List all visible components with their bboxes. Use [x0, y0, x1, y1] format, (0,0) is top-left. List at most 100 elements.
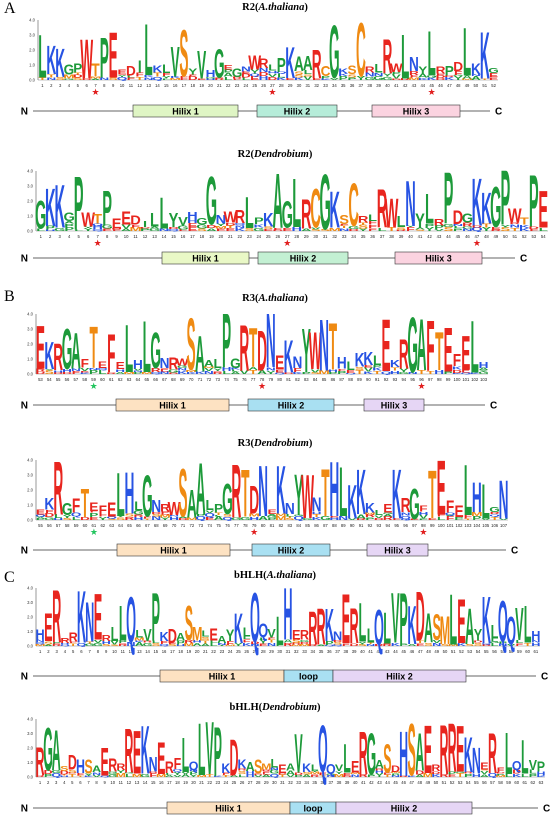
logo-letter: K [452, 366, 463, 371]
logo-letter: E [275, 369, 285, 373]
logo-letter: P [133, 372, 143, 375]
logo-letter: M [329, 227, 341, 232]
logo-letter: P [454, 517, 464, 519]
logo-letter-top: V [335, 764, 344, 774]
logo-position-label: 13 [135, 780, 140, 785]
logo-position-label: 92 [368, 523, 373, 528]
logo-letter-top: E [292, 627, 300, 643]
logo-y-tick: 4.0 [27, 586, 33, 591]
logo-letter-top: Q [512, 759, 522, 773]
logo-letter: A [258, 516, 269, 522]
logo-letter-top: L [214, 357, 222, 372]
logo-position-label: 60 [83, 523, 88, 528]
logo-letter: K [235, 227, 246, 232]
logo-letter-top: G [407, 301, 418, 389]
logo-letter: H [268, 70, 278, 74]
logo-y-tick: 2.0 [27, 746, 33, 751]
logo-letter-top: R [239, 312, 249, 385]
logo-position-label: 83 [287, 523, 292, 528]
logo-position-label: 41 [418, 234, 423, 239]
logo-letter: L [238, 774, 246, 778]
logo-letter-top: L [243, 625, 251, 640]
logo-letter: S [102, 644, 110, 647]
logo-position-label: 58 [498, 780, 503, 785]
logo-letter-top: N [472, 740, 481, 782]
logo-letter-top: T [91, 61, 99, 81]
logo-letter: P [119, 639, 128, 644]
logo-letter: A [115, 372, 125, 375]
logo-letter-top: K [234, 605, 243, 652]
logo-letter: D [415, 770, 424, 776]
logo-letter: S [333, 641, 341, 645]
logo-letter: L [539, 227, 548, 232]
logo-position-label: 69 [163, 523, 168, 528]
logo-letter-top: F [497, 767, 505, 775]
logo-letter: Q [168, 228, 179, 231]
logo-position-label: 94 [401, 377, 406, 382]
logo-letter: E [364, 365, 374, 369]
logo-letter-top: T [249, 316, 257, 379]
logo-letter-top: L [375, 509, 384, 517]
logo-letter: L [98, 370, 107, 376]
logo-letter: K [519, 224, 530, 229]
logo-letter: K [444, 77, 455, 82]
logo-y-tick: 1.0 [27, 760, 33, 765]
logo-letter: S [303, 771, 311, 775]
logo-letter-top: R [52, 575, 61, 659]
logo-letter: S [45, 370, 54, 375]
logo-letter: K [418, 77, 429, 80]
logo-position-label: 20 [195, 649, 200, 654]
logo-letter-top: W [248, 51, 261, 74]
logo-position-label: 35 [319, 649, 324, 654]
logo-letter: T [312, 514, 321, 518]
logo-position-label: 67 [145, 523, 150, 528]
logo-letter: D [284, 372, 294, 374]
logo-letter-top: H [531, 628, 540, 643]
logo-letter-top: A [187, 483, 197, 527]
logo-letter: Q [489, 514, 500, 517]
domain-box [116, 543, 231, 557]
logo-position-label: 28 [261, 649, 266, 654]
logo-position-label: 82 [279, 523, 284, 528]
logo-letter-top: V [178, 215, 188, 228]
logo-letter-top: K [464, 727, 473, 783]
domain-box [247, 398, 335, 412]
logo-letter: Y [117, 74, 127, 77]
logo-letter-top: E [112, 216, 122, 232]
logo-position-label: 40 [353, 780, 358, 785]
logo-letter: N [401, 512, 411, 517]
logo-letter-top: L [292, 165, 301, 243]
logo-position-label: 45 [456, 234, 461, 239]
c-terminus-label: C [511, 546, 518, 557]
logo-letter-top: E [351, 759, 360, 777]
logo-letter: F [268, 637, 276, 640]
logo-letter: G [140, 773, 150, 778]
logo-title-bhlh-dendrobium: bHLH(Dendrobium) [229, 702, 321, 713]
logo-letter-top: V [206, 707, 214, 791]
logo-y-tick: 4.0 [29, 18, 35, 23]
logo-letter-top: D [416, 577, 425, 656]
logo-letter: R [383, 643, 393, 647]
logo-position-label: 62 [118, 377, 123, 382]
logo-letter-top: R [69, 629, 79, 644]
logo-letter: T [464, 518, 472, 520]
logo-letter-top: L [358, 593, 366, 654]
logo-position-label: 89 [357, 377, 362, 382]
logo-position-label: 38 [337, 780, 342, 785]
logo-letter: P [339, 76, 348, 82]
logo-position-label: 15 [151, 780, 156, 785]
logo-letter: N [126, 641, 135, 647]
logo-position-label: 16 [173, 83, 178, 88]
logo-letter-top: K [284, 332, 294, 384]
logo-letter: R [213, 371, 224, 375]
logo-letter-top: D [126, 62, 136, 78]
logo-letter: T [38, 77, 46, 81]
logo-letter: E [250, 76, 259, 82]
logo-letter: E [319, 771, 327, 775]
logo-letter: G [143, 642, 153, 648]
logo-letter-top: L [383, 603, 391, 653]
n-terminus-label: N [21, 804, 28, 815]
logo-position-label: 86 [331, 377, 336, 382]
domain-label: Hilix 2 [284, 107, 311, 117]
